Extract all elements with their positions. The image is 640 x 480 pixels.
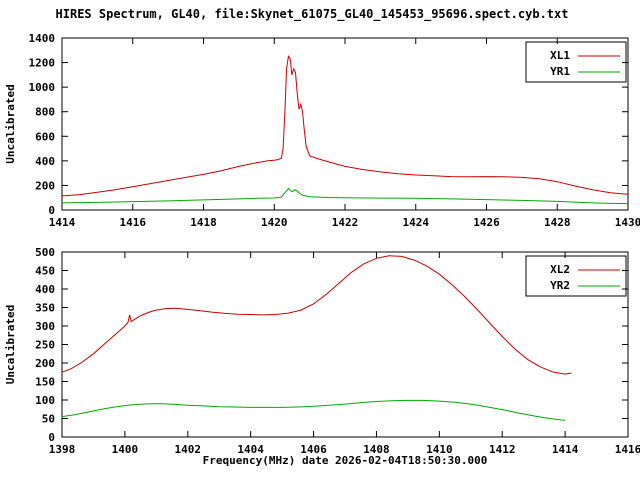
y-tick-label: 400 bbox=[35, 283, 55, 296]
y-tick-label: 100 bbox=[35, 394, 55, 407]
legend-label-XL2: XL2 bbox=[550, 263, 570, 276]
x-axis-label: Frequency(MHz) date 2026-02-04T18:50:30.… bbox=[203, 454, 488, 467]
y-tick-label: 350 bbox=[35, 302, 55, 315]
x-tick-label: 1402 bbox=[175, 443, 202, 456]
y-axis-label: Uncalibrated bbox=[4, 84, 17, 163]
x-tick-label: 1400 bbox=[112, 443, 139, 456]
x-tick-label: 1426 bbox=[473, 216, 500, 229]
x-tick-label: 1398 bbox=[49, 443, 76, 456]
x-tick-label: 1424 bbox=[403, 216, 430, 229]
y-tick-label: 600 bbox=[35, 130, 55, 143]
legend-box bbox=[525, 255, 627, 297]
y-tick-label: 1000 bbox=[29, 81, 56, 94]
x-tick-label: 1410 bbox=[426, 443, 453, 456]
series-line-YR1 bbox=[61, 187, 629, 205]
panel-1: 1414 1416 1418 1420 1422 1424 1426 1428 1430 0 200… bbox=[4, 32, 640, 229]
x-tick-label: 1420 bbox=[261, 216, 288, 229]
y-tick-label: 300 bbox=[35, 320, 55, 333]
legend-label-YR2: YR2 bbox=[550, 279, 570, 292]
x-tick-label: 1430 bbox=[615, 216, 640, 229]
y-tick-label: 1400 bbox=[29, 32, 56, 45]
y-axis-label: Uncalibrated bbox=[4, 305, 17, 384]
panel-2: 1398 1400 1402 1404 1406 1408 1410 1412 1414 1416… bbox=[4, 246, 640, 456]
y-tick-label: 0 bbox=[48, 431, 55, 444]
y-tick-label: 1200 bbox=[29, 57, 56, 70]
series-line-XL2 bbox=[61, 255, 572, 375]
x-tick-label: 1422 bbox=[332, 216, 359, 229]
y-tick-label: 200 bbox=[35, 357, 55, 370]
legend-box bbox=[525, 41, 627, 83]
y-tick-label: 800 bbox=[35, 106, 55, 119]
x-tick-label: 1428 bbox=[544, 216, 571, 229]
legend-label-YR1: YR1 bbox=[550, 65, 570, 78]
series-line-YR2 bbox=[61, 399, 566, 421]
x-tick-label: 1414 bbox=[552, 443, 579, 456]
x-tick-label: 1416 bbox=[120, 216, 147, 229]
y-tick-label: 150 bbox=[35, 376, 55, 389]
x-tick-label: 1406 bbox=[300, 443, 327, 456]
series-line-XL1 bbox=[61, 55, 629, 197]
x-tick-label: 1404 bbox=[237, 443, 264, 456]
y-tick-label: 500 bbox=[35, 246, 55, 259]
legend-label-XL1: XL1 bbox=[550, 49, 570, 62]
y-tick-label: 250 bbox=[35, 339, 55, 352]
x-tick-label: 1408 bbox=[363, 443, 390, 456]
x-tick-label: 1414 bbox=[49, 216, 76, 229]
x-tick-label: 1418 bbox=[190, 216, 217, 229]
y-tick-label: 400 bbox=[35, 155, 55, 168]
y-tick-label: 450 bbox=[35, 265, 55, 278]
y-tick-label: 50 bbox=[42, 413, 55, 426]
x-tick-label: 1412 bbox=[489, 443, 516, 456]
y-tick-label: 200 bbox=[35, 179, 55, 192]
x-tick-label: 1416 bbox=[615, 443, 640, 456]
y-tick-label: 0 bbox=[48, 204, 55, 217]
chart-title: HIRES Spectrum, GL40, file:Skynet_61075_… bbox=[56, 7, 569, 22]
